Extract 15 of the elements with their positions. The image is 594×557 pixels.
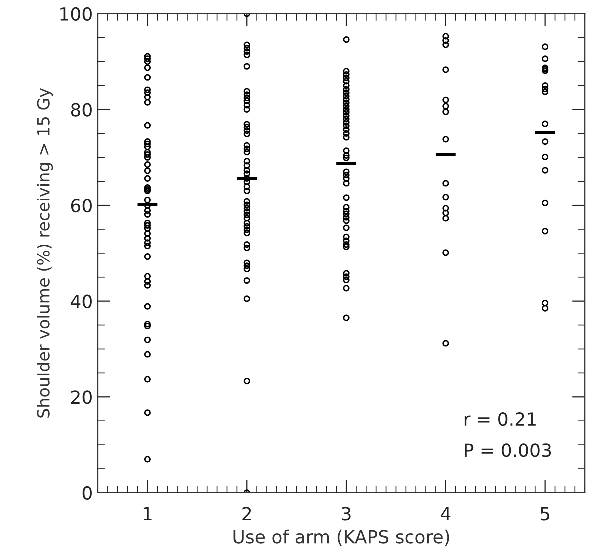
x-tick-label: 2 (242, 507, 252, 521)
y-tick-label: 20 (71, 390, 92, 404)
y-tick-label: 100 (60, 7, 92, 22)
x-tick-label: 4 (441, 507, 451, 521)
y-tick-label: 0 (82, 486, 92, 500)
x-tick-label: 5 (540, 507, 550, 521)
x-tick-label: 1 (144, 507, 152, 521)
y-tick-label: 80 (71, 103, 92, 117)
annotation: r = 0.21 (464, 412, 536, 426)
x-tick-label: 3 (342, 507, 351, 521)
y-tick-label: 60 (71, 198, 92, 213)
x-axis-title: Use of arm (KAPS score) (234, 530, 450, 546)
annotation: P = 0.003 (465, 444, 552, 458)
y-tick-label: 40 (71, 294, 92, 308)
y-axis-title: Shoulder volume (%) receiving > 15 Gy (37, 88, 54, 418)
